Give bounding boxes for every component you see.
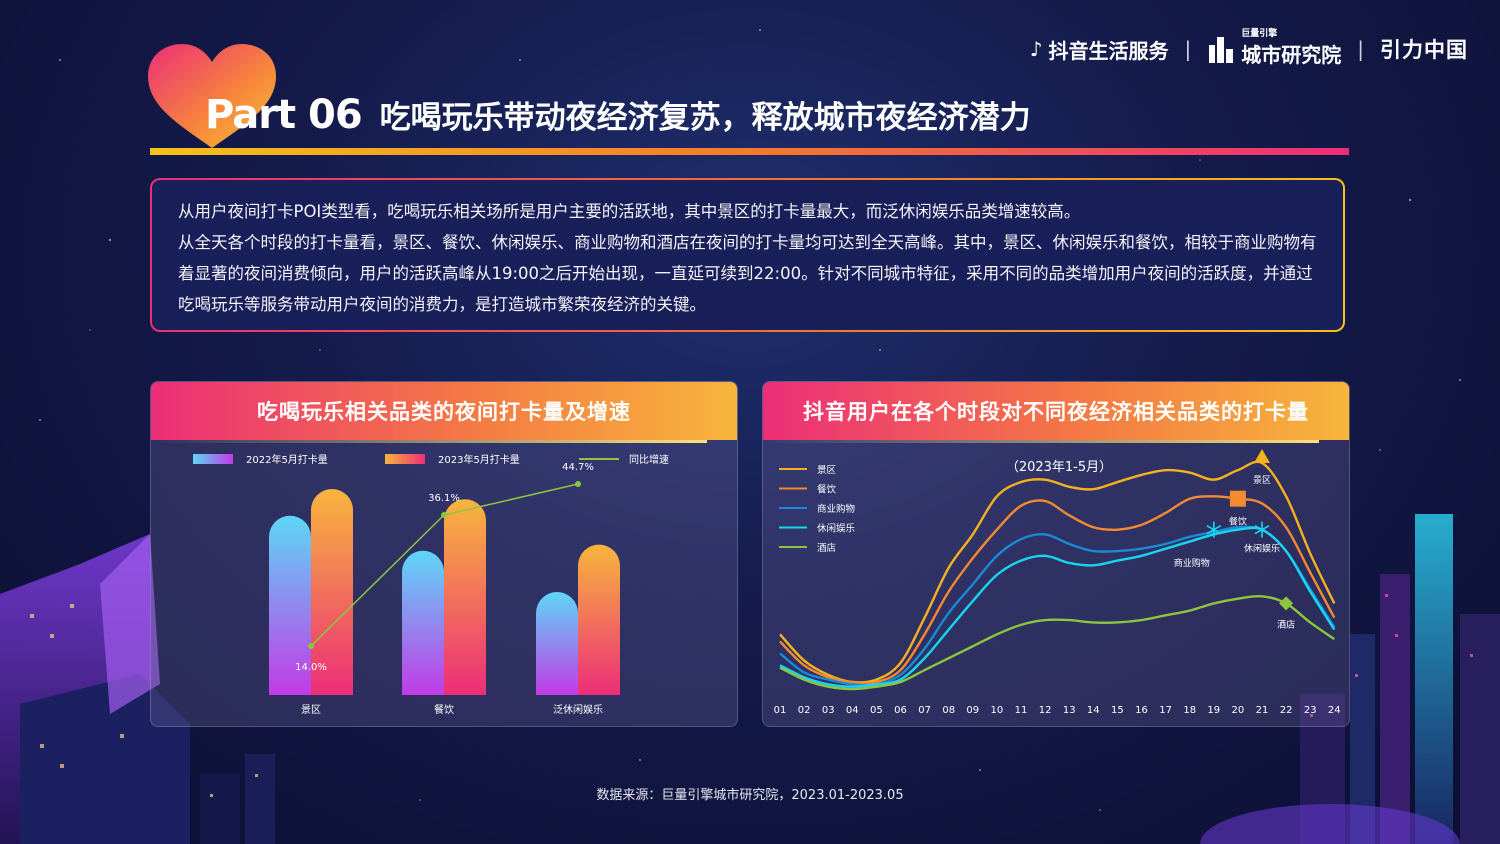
x-tick-label: 11	[1015, 705, 1028, 716]
x-tick-label: 10	[991, 705, 1004, 716]
legend-label-酒店: 酒店	[817, 542, 836, 554]
series-peak-label-商业购物: 商业购物	[1174, 557, 1210, 569]
growth-label: 14.0%	[295, 662, 327, 673]
growth-point	[308, 643, 314, 649]
x-tick-label: 18	[1183, 705, 1196, 716]
bar-chart-title-underline	[151, 440, 707, 443]
x-tick-label: 15	[1111, 705, 1124, 716]
line-chart-subtitle: （2023年1-5月）	[1006, 460, 1112, 475]
x-tick-label: 24	[1328, 705, 1341, 716]
page-title: 吃喝玩乐带动夜经济复苏，释放城市夜经济潜力	[379, 100, 1031, 136]
x-tick-label: 03	[822, 705, 835, 716]
legend-label-休闲娱乐: 休闲娱乐	[817, 523, 856, 535]
series-peak-label-餐饮: 餐饮	[1229, 516, 1247, 528]
x-tick-label: 08	[942, 705, 955, 716]
x-tick-label: 16	[1135, 705, 1148, 716]
growth-label: 36.1%	[428, 493, 460, 504]
line-chart-panel: 抖音用户在各个时段对不同夜经济相关品类的打卡量 （2023年1-5月） 景区餐饮…	[762, 381, 1350, 727]
legend-label-2023: 2023年5月打卡量	[438, 453, 520, 466]
bar-category-label: 泛休闲娱乐	[553, 703, 603, 716]
city-institute-text: 城市研究院	[1241, 43, 1342, 67]
title-underline	[150, 148, 1349, 155]
douyin-brand-text: 抖音生活服务	[1048, 38, 1169, 63]
yinli-brand: 引力中国	[1380, 34, 1468, 64]
growth-point	[441, 512, 447, 518]
x-tick-label: 21	[1256, 705, 1269, 716]
line-chart-title-underline	[763, 440, 1319, 443]
x-tick-label: 23	[1304, 705, 1317, 716]
x-tick-label: 06	[894, 705, 907, 716]
bar-2023-餐饮	[444, 499, 486, 695]
bar-chart-panel: 吃喝玩乐相关品类的夜间打卡量及增速 2022年5月打卡量 2023年5月打卡量 …	[150, 381, 738, 727]
line-chart-title: 抖音用户在各个时段对不同夜经济相关品类的打卡量	[763, 382, 1349, 440]
x-tick-label: 22	[1280, 705, 1293, 716]
page-title-row: Part 06 吃喝玩乐带动夜经济复苏，释放城市夜经济潜力	[205, 92, 1031, 138]
series-line-餐饮	[779, 495, 1336, 685]
bar-chart: 2022年5月打卡量 2023年5月打卡量 同比增速 景区 餐饮 泛休闲娱乐 14.0…	[193, 453, 669, 716]
x-tick-label: 04	[846, 705, 859, 716]
series-peak-label-休闲娱乐: 休闲娱乐	[1244, 543, 1280, 555]
x-tick-label: 19	[1207, 705, 1220, 716]
bar-chart-title: 吃喝玩乐相关品类的夜间打卡量及增速	[151, 382, 737, 440]
summary-box: 从用户夜间打卡POI类型看，吃喝玩乐相关场所是用户主要的活跃地，其中景区的打卡量…	[150, 178, 1345, 332]
bar-2022-餐饮	[402, 550, 444, 695]
douyin-brand: ♪ 抖音生活服务	[1030, 35, 1169, 64]
city-building-icon	[1209, 37, 1234, 63]
x-tick-label: 17	[1159, 705, 1172, 716]
brand-bar: ♪ 抖音生活服务 | 巨量引擎 城市研究院 | 引力中国	[1030, 30, 1468, 68]
series-marker-休闲娱乐	[1206, 521, 1222, 538]
legend-label-景区: 景区	[817, 465, 837, 476]
growth-point	[575, 481, 581, 487]
heart-icon	[148, 44, 276, 148]
city-skyline-right	[1200, 514, 1500, 844]
series-peak-label-景区: 景区	[1253, 475, 1271, 486]
legend-label-2022: 2022年5月打卡量	[246, 453, 328, 466]
city-institute-small-text: 巨量引擎	[1241, 29, 1278, 39]
x-tick-label: 20	[1232, 705, 1245, 716]
x-tick-label: 07	[918, 705, 931, 716]
legend-label-餐饮: 餐饮	[817, 484, 837, 496]
legend-label-growth: 同比增速	[629, 453, 669, 466]
douyin-logo-icon: ♪	[1029, 37, 1043, 61]
x-tick-label: 12	[1039, 705, 1052, 716]
brand-separator: |	[1357, 37, 1364, 61]
x-tick-label: 09	[966, 705, 979, 716]
x-tick-label: 02	[798, 705, 811, 716]
bar-category-label: 餐饮	[434, 703, 454, 716]
legend-swatch-2023	[385, 454, 425, 464]
series-line-景区	[779, 460, 1336, 684]
bar-chart-legend: 2022年5月打卡量 2023年5月打卡量 同比增速	[193, 453, 669, 466]
bar-2022-泛休闲娱乐	[536, 592, 578, 695]
bar-2023-景区	[311, 489, 353, 695]
brand-separator: |	[1184, 37, 1192, 61]
series-line-休闲娱乐	[779, 526, 1336, 688]
legend-swatch-2022	[193, 454, 233, 464]
legend-label-商业购物: 商业购物	[817, 503, 856, 515]
yinli-brand-text: 引力中国	[1380, 38, 1468, 62]
series-marker-休闲娱乐	[1254, 521, 1270, 538]
x-tick-label: 14	[1087, 705, 1100, 716]
series-marker-餐饮	[1229, 490, 1246, 507]
bar-2023-泛休闲娱乐	[578, 544, 620, 695]
series-line-酒店	[779, 594, 1335, 691]
series-peak-label-酒店: 酒店	[1277, 618, 1295, 630]
x-tick-label: 13	[1063, 705, 1076, 716]
bar-category-label: 景区	[301, 704, 321, 716]
series-marker-酒店	[1279, 596, 1294, 611]
series-marker-景区	[1254, 449, 1270, 463]
x-tick-label: 01	[774, 705, 787, 716]
growth-label: 44.7%	[562, 462, 594, 473]
summary-paragraph-2: 从全天各个时段的打卡量看，景区、餐饮、休闲娱乐、商业购物和酒店在夜间的打卡量均可…	[178, 233, 1317, 314]
part-number: Part 06	[205, 92, 363, 138]
summary-paragraph-1: 从用户夜间打卡POI类型看，吃喝玩乐相关场所是用户主要的活跃地，其中景区的打卡量…	[178, 202, 1081, 221]
x-tick-label: 05	[870, 705, 883, 716]
bar-2022-景区	[269, 515, 311, 695]
city-institute-brand: 巨量引擎 城市研究院	[1207, 30, 1341, 68]
city-skyline-left	[0, 534, 275, 844]
data-source-footer: 数据来源：巨量引擎城市研究院，2023.01-2023.05	[596, 788, 904, 803]
